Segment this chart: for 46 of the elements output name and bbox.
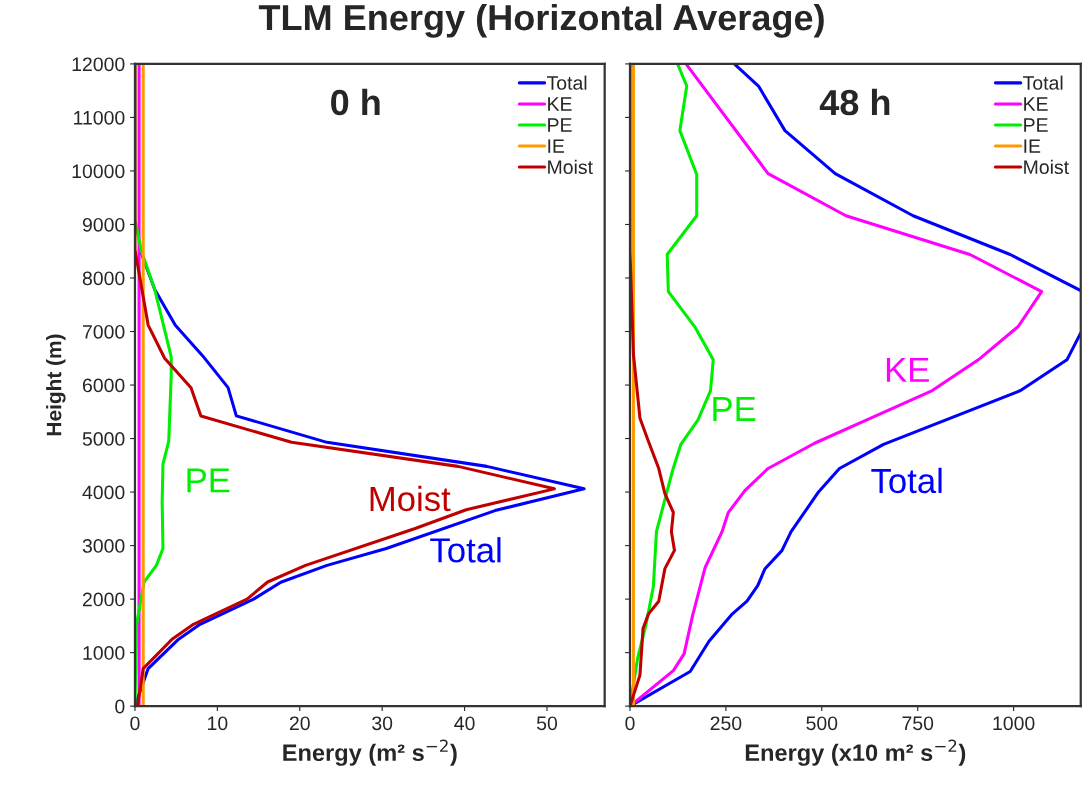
y-tick-label: 2000 — [82, 592, 125, 607]
x-tick-label: 750 — [902, 716, 934, 731]
y-tick-label: 9000 — [82, 217, 125, 232]
legend-label: PE — [548, 118, 572, 132]
legend-label: KE — [1024, 97, 1048, 111]
x-axis-title: Energy (x10 m² s$^{−2}$) — [745, 739, 966, 766]
x-tick-label: 10 — [208, 716, 228, 731]
x-tick-label: 1000 — [993, 716, 1035, 731]
x-tick-label: 0 — [130, 716, 140, 731]
legend-label: PE — [1024, 118, 1048, 132]
y-tick-label: 11000 — [74, 110, 125, 125]
x-tick-label: 500 — [806, 716, 838, 731]
y-tick-label: 1000 — [83, 646, 125, 660]
y-tick-label: 0 — [115, 699, 125, 714]
y-tick-label: 4000 — [82, 485, 125, 500]
annotation: PE — [713, 397, 756, 421]
y-tick-label: 7000 — [82, 324, 125, 339]
legend-label: IE — [548, 139, 565, 153]
x-axis-title: Energy (m² s$^{−2}$) — [283, 739, 457, 766]
legend-label: Moist — [1024, 159, 1069, 175]
annotation: Total — [430, 537, 501, 563]
y-axis-title: Height (m) — [46, 334, 66, 436]
legend-label: KE — [548, 97, 572, 111]
annotation: KE — [886, 357, 929, 382]
legend-label: IE — [1024, 139, 1041, 153]
annotation: Moist — [370, 485, 451, 512]
annotation: Total — [871, 467, 942, 494]
y-tick-label: 3000 — [82, 539, 125, 553]
x-tick-label: 20 — [289, 716, 310, 731]
x-tick-label: 0 — [625, 716, 635, 731]
chart-title: TLM Energy (Horizontal Average) — [258, 3, 824, 38]
y-tick-label: 8000 — [82, 271, 125, 286]
y-tick-label: 12000 — [72, 57, 125, 72]
x-tick-label: 250 — [710, 716, 742, 731]
legend-label: Moist — [548, 159, 593, 175]
annotation: PE — [187, 468, 230, 493]
legend-label: Total — [546, 75, 587, 90]
x-tick-label: 30 — [372, 716, 393, 731]
annotation: 48 h — [819, 88, 890, 116]
y-tick-label: 6000 — [82, 378, 125, 393]
legend-label: Total — [1023, 75, 1063, 90]
x-tick-label: 50 — [536, 716, 558, 731]
y-tick-label: 10000 — [72, 164, 125, 179]
annotation: 0 h — [331, 88, 380, 116]
x-tick-label: 40 — [454, 716, 475, 731]
y-tick-label: 5000 — [82, 432, 125, 446]
